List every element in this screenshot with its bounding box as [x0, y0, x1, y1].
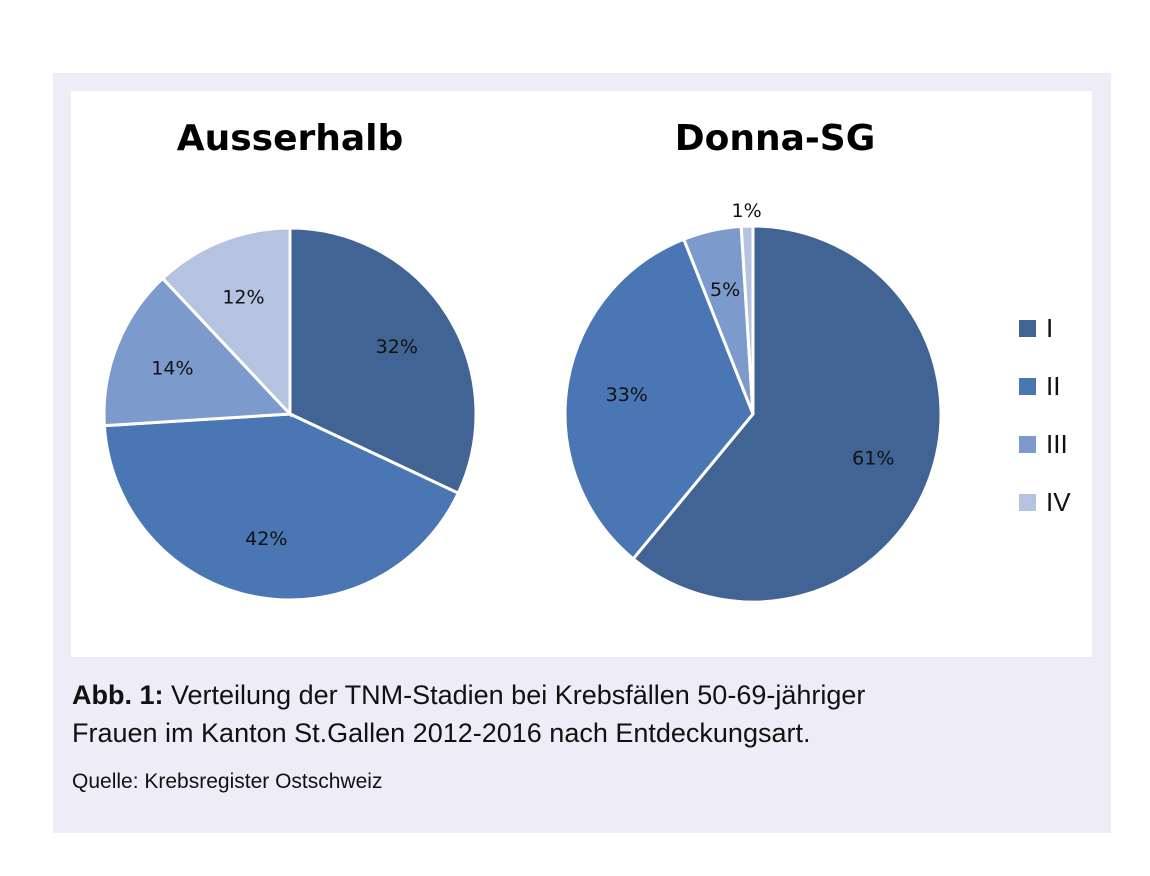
- pie-slice-iv-0: [160, 226, 292, 418]
- pie-slice-i-1: [631, 224, 943, 604]
- legend-swatch-iv: [1019, 494, 1036, 511]
- legend-swatch-i: [1019, 320, 1036, 337]
- data-label-iv-1: 1%: [732, 200, 762, 222]
- pie-title-donna-sg: Donna-SG: [674, 118, 876, 159]
- data-label-i-1: 61%: [852, 447, 894, 469]
- caption-prefix: Abb. 1:: [72, 680, 164, 710]
- caption-line2: Frauen im Kanton St.Gallen 2012-2016 nac…: [72, 718, 811, 748]
- data-label-iv-0: 12%: [222, 286, 264, 308]
- legend-label-ii: II: [1046, 371, 1060, 401]
- pie-slice-ii-1: [563, 237, 755, 561]
- figure-caption: Abb. 1: Verteilung der TNM-Stadien bei K…: [72, 676, 1092, 752]
- data-label-ii-0: 42%: [245, 528, 287, 550]
- pie-slice-ii-0: [102, 412, 461, 602]
- legend-label-iii: III: [1046, 429, 1068, 459]
- legend-swatch-iii: [1019, 436, 1036, 453]
- legend-swatch-ii: [1019, 378, 1036, 395]
- caption-line1: Verteilung der TNM-Stadien bei Krebsfäll…: [163, 680, 866, 710]
- pie-slice-iv-1: [739, 224, 755, 415]
- pie-slice-iii-0: [102, 276, 294, 428]
- data-label-iii-1: 5%: [710, 279, 740, 301]
- figure-source: Quelle: Krebsregister Ostschweiz: [72, 770, 383, 793]
- data-label-ii-1: 33%: [606, 384, 648, 406]
- legend-label-i: I: [1046, 313, 1053, 343]
- data-label-iii-0: 14%: [151, 357, 193, 379]
- pie-title-ausserhalb: Ausserhalb: [176, 118, 404, 159]
- legend-label-iv: IV: [1046, 487, 1071, 517]
- pie-slice-i-0: [288, 226, 478, 496]
- data-label-i-0: 32%: [376, 336, 418, 358]
